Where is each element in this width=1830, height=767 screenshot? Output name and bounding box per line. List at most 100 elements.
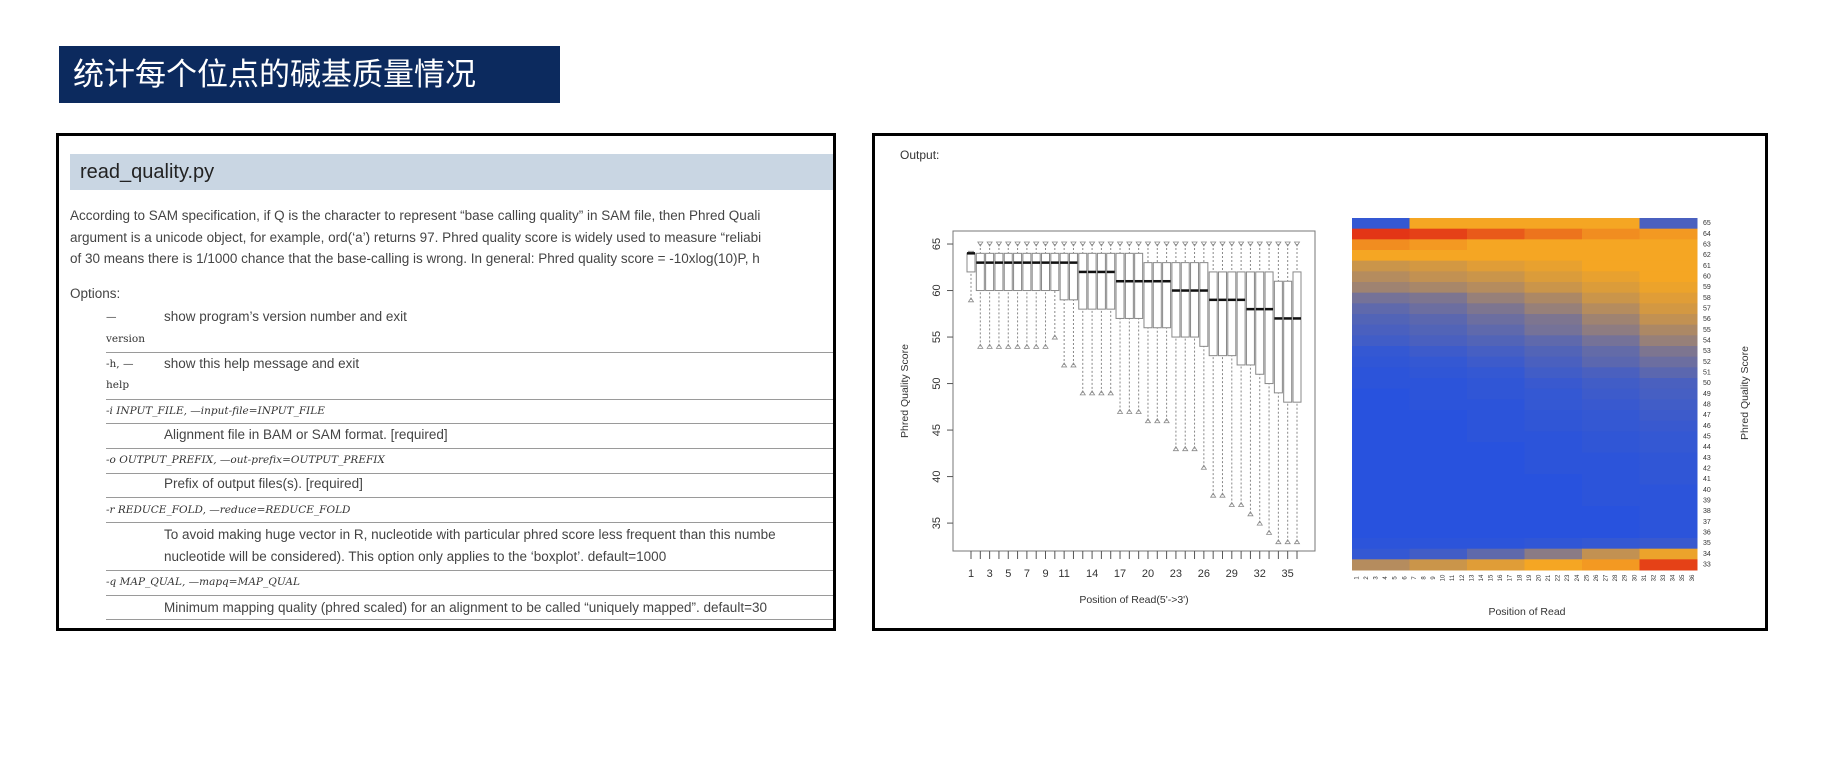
x-tick-label: 20 xyxy=(1142,568,1154,580)
lower-whisker-end xyxy=(1088,390,1096,396)
lower-whisker-end xyxy=(1023,343,1031,349)
upper-whisker-end xyxy=(1200,241,1208,247)
x-tick-label: 9 xyxy=(1042,568,1048,580)
x-axis-title: Position of Read(5'->3') xyxy=(1079,594,1188,606)
heat-cell xyxy=(1409,442,1468,454)
heat-cell xyxy=(1467,356,1525,368)
heat-cell xyxy=(1467,495,1525,507)
y-tick-label: 59 xyxy=(1703,284,1711,291)
x-tick-label: 26 xyxy=(1198,568,1210,580)
option-desc: nucleotide will be considered). This opt… xyxy=(164,549,667,564)
heat-cell xyxy=(1524,335,1583,347)
heat-cell xyxy=(1467,463,1525,475)
heat-cell xyxy=(1524,292,1583,304)
y-tick-label: 43 xyxy=(1703,455,1711,462)
heat-cell xyxy=(1467,218,1525,230)
x-tick-label: 11 xyxy=(1450,574,1456,581)
heat-cell xyxy=(1352,218,1410,230)
heat-cell xyxy=(1524,452,1583,464)
heat-cell xyxy=(1409,228,1468,240)
upper-whisker-end xyxy=(1265,241,1273,247)
box xyxy=(1143,262,1153,329)
heat-cell xyxy=(1467,410,1525,422)
paragraph-line: According to SAM specification, if Q is … xyxy=(70,208,761,223)
heat-cell xyxy=(1639,282,1698,294)
lower-whisker-end xyxy=(1182,445,1189,452)
lower-whisker-end xyxy=(1172,445,1180,452)
heat-cell xyxy=(1524,303,1583,315)
box xyxy=(1059,252,1069,301)
y-tick-label: 55 xyxy=(1703,327,1711,334)
heat-cell xyxy=(1352,367,1410,379)
heat-cell xyxy=(1524,378,1583,390)
upper-whisker-end xyxy=(977,241,984,247)
upper-whisker-end xyxy=(1237,241,1245,247)
y-tick-label: 61 xyxy=(1703,263,1711,270)
upper-whisker-end xyxy=(1209,241,1217,247)
heat-cell xyxy=(1582,474,1640,486)
heat-cell xyxy=(1582,335,1640,347)
lower-whisker-end xyxy=(1144,418,1152,424)
heat-cell xyxy=(1582,548,1640,560)
separator xyxy=(106,399,833,400)
heat-cell xyxy=(1639,463,1698,475)
y-tick-label: 36 xyxy=(1703,530,1711,537)
heat-cell xyxy=(1524,527,1583,539)
plot-frame xyxy=(952,230,1316,552)
heat-cell xyxy=(1409,324,1468,336)
heat-cell xyxy=(1467,452,1525,464)
lower-whisker-end xyxy=(1014,343,1021,349)
separator xyxy=(106,497,833,498)
heat-cell xyxy=(1582,282,1640,294)
lower-whisker-end xyxy=(1275,538,1282,545)
y-tick-label: 52 xyxy=(1703,359,1711,366)
option-desc: show this help message and exit xyxy=(164,356,360,371)
heat-cell xyxy=(1467,292,1525,304)
option-desc: To avoid making huge vector in R, nucleo… xyxy=(164,527,776,542)
heat-cell xyxy=(1352,260,1410,272)
separator xyxy=(106,522,833,523)
y-tick-label: 50 xyxy=(1703,380,1711,387)
x-tick-label: 13 xyxy=(1469,574,1475,581)
heat-cell xyxy=(1352,271,1410,283)
lower-whisker-end xyxy=(1237,501,1245,507)
upper-whisker-end xyxy=(986,241,993,247)
heat-cell xyxy=(1582,442,1640,454)
heat-cell xyxy=(1467,388,1525,400)
heat-cell xyxy=(1352,282,1410,294)
heat-cell xyxy=(1352,474,1410,486)
heat-cell xyxy=(1639,527,1698,539)
upper-whisker-end xyxy=(1219,241,1226,247)
heat-cell xyxy=(1409,463,1468,475)
heat-cell xyxy=(1582,271,1640,283)
heat-cell xyxy=(1409,292,1468,304)
lower-whisker-end xyxy=(995,343,1003,349)
heat-cell xyxy=(1467,474,1525,486)
heat-cell xyxy=(1524,516,1583,528)
box xyxy=(1106,252,1116,310)
heat-cell xyxy=(1639,378,1698,390)
y-tick-label: 54 xyxy=(1703,338,1711,345)
heat-cell xyxy=(1352,538,1410,550)
heat-cell xyxy=(1352,356,1410,368)
heat-cell xyxy=(1409,474,1468,486)
heat-cell xyxy=(1467,506,1525,518)
lower-whisker-end xyxy=(1032,343,1040,349)
lower-whisker-end xyxy=(1209,492,1217,498)
upper-whisker-end xyxy=(1154,241,1161,247)
box xyxy=(994,252,1004,292)
x-tick-label: 15 xyxy=(1489,574,1495,581)
heat-cell xyxy=(1639,346,1698,358)
heat-cell xyxy=(1524,495,1583,507)
heat-cell xyxy=(1639,292,1698,304)
heat-cell xyxy=(1409,484,1468,496)
lower-whisker-end xyxy=(1163,418,1170,424)
upper-whisker-end xyxy=(1023,241,1031,247)
box xyxy=(1096,252,1106,310)
separator xyxy=(106,595,833,596)
y-tick-label: 45 xyxy=(931,424,943,436)
heat-cell xyxy=(1409,495,1468,507)
box xyxy=(1227,271,1237,357)
x-tick-label: 32 xyxy=(1651,574,1657,581)
heat-cell xyxy=(1409,367,1468,379)
